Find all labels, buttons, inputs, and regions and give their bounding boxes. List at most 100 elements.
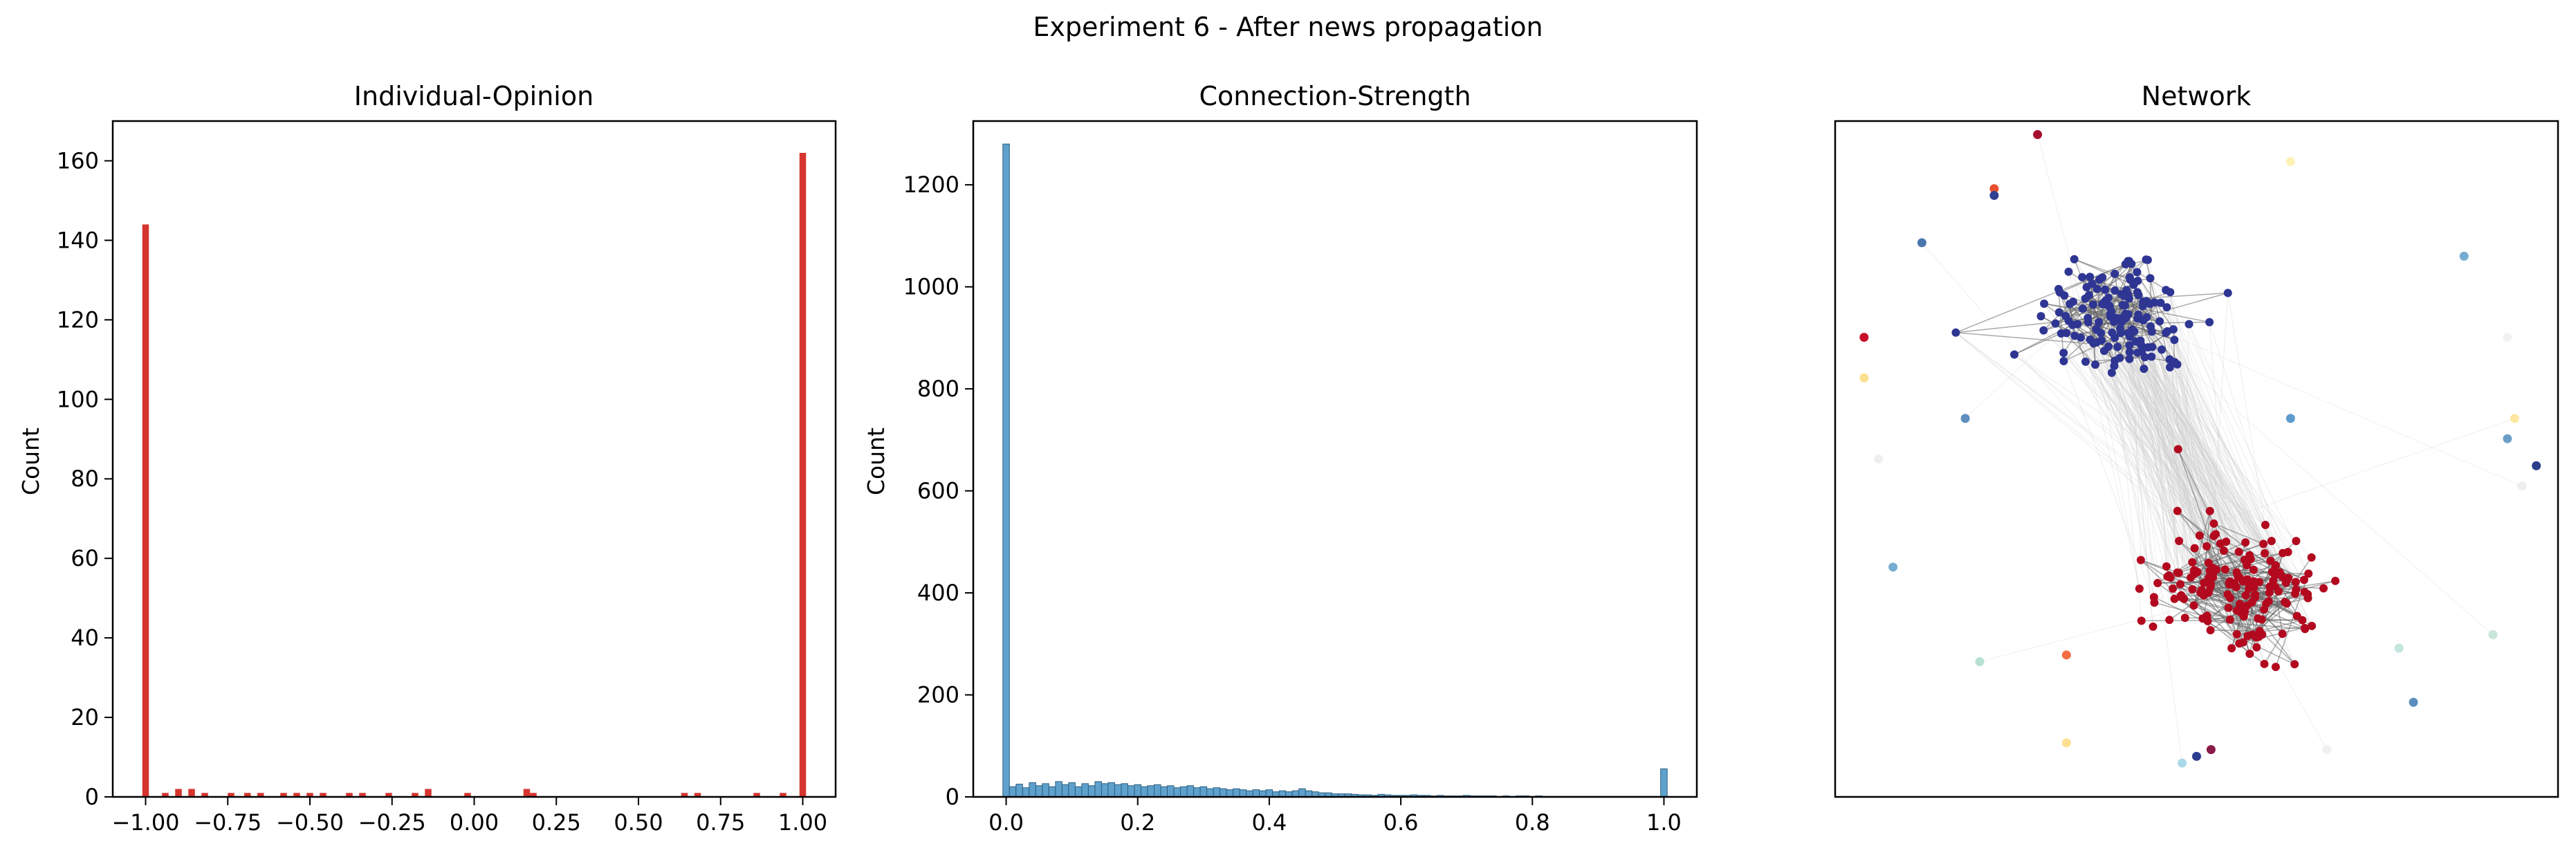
histogram-bar: [306, 793, 313, 797]
network-faint-edge: [2146, 317, 2175, 599]
network-node: [2147, 327, 2156, 336]
network-faint-edge: [2100, 333, 2279, 592]
network-node: [2092, 324, 2101, 333]
network-faint-edge: [2180, 324, 2190, 596]
network-faint-edge: [2160, 302, 2214, 574]
network-node: [2239, 612, 2248, 621]
network-faint-edge: [2128, 345, 2183, 764]
network-node: [2259, 540, 2268, 549]
network-node: [2174, 569, 2183, 578]
network-node: [2331, 576, 2340, 585]
network-faint-edge: [2117, 347, 2241, 606]
x-tick-label: 0.0: [988, 809, 1024, 836]
opinion-yticks: 0 20 40 60 80 100 120 140 160: [57, 147, 113, 810]
network-node: [1951, 328, 1960, 337]
network-node: [2010, 350, 2019, 359]
network-node: [2104, 293, 2113, 302]
network-node: [2078, 273, 2087, 282]
network-node: [2219, 546, 2228, 555]
network-node: [2110, 269, 2119, 278]
histogram-bar: [1167, 785, 1175, 798]
network-edge: [2206, 546, 2276, 566]
network-node: [2209, 573, 2218, 582]
network-faint-edge: [2037, 134, 2083, 309]
network-node: [2266, 556, 2275, 565]
network-node: [2054, 308, 2063, 317]
network-node: [2196, 588, 2205, 597]
network-node: [2222, 537, 2231, 546]
network-faint-edge: [2147, 347, 2211, 511]
network-node: [2252, 633, 2261, 642]
histogram-bar: [1147, 785, 1155, 798]
histogram-bar: [799, 152, 807, 798]
network-node: [2281, 578, 2290, 587]
network-faint-edge: [2154, 302, 2240, 578]
network-edge: [2043, 317, 2088, 331]
network-node: [2240, 555, 2249, 564]
network-node: [2195, 531, 2204, 540]
network-edge: [2263, 633, 2283, 665]
histogram-bar: [1220, 788, 1227, 798]
histogram-bar: [1009, 786, 1017, 798]
network-edge: [2275, 564, 2305, 580]
network-isolated-node: [2459, 251, 2469, 261]
network-isolated-node: [2532, 461, 2541, 470]
histogram-bar: [753, 793, 760, 797]
network-node: [2125, 341, 2134, 350]
network-faint-edge: [2140, 344, 2171, 578]
network-faint-edge: [2225, 569, 2328, 750]
network-isolated-node: [2033, 130, 2043, 140]
network-node: [2059, 349, 2068, 358]
network-node: [2204, 588, 2213, 597]
network-node: [2064, 267, 2073, 276]
network-faint-edge: [2159, 321, 2180, 573]
network-node: [2091, 360, 2100, 369]
network-edge: [1956, 264, 2126, 333]
network-node: [2205, 506, 2214, 515]
network-edge: [2137, 318, 2171, 368]
network-faint-edge: [2114, 273, 2175, 599]
network-node: [2125, 332, 2134, 341]
y-tick-label: 20: [71, 704, 99, 730]
network-isolated-node: [2517, 481, 2527, 491]
network-node: [2234, 547, 2243, 556]
network-isolated-node: [1888, 562, 1898, 572]
network-node: [2086, 335, 2095, 344]
network-node: [2274, 587, 2283, 596]
network-node: [2189, 601, 2198, 610]
network-node: [2290, 660, 2299, 669]
network-isolated-node: [2488, 630, 2498, 640]
y-tick-label: 0: [85, 784, 99, 810]
opinion-histogram-title: Individual-Opinion: [354, 81, 594, 111]
network-node: [2307, 553, 2316, 562]
network-node: [2110, 286, 2119, 295]
network-node: [2234, 572, 2243, 581]
histogram-bar: [162, 793, 169, 797]
network-node: [2207, 580, 2216, 589]
network-faint-edge: [2074, 335, 2211, 631]
network-node: [2247, 598, 2256, 607]
network-faint-edge: [2095, 364, 2247, 566]
network-edge: [2098, 321, 2152, 333]
histogram-bar: [1660, 768, 1668, 798]
network-node: [2125, 354, 2134, 363]
network-node: [2104, 342, 2113, 351]
network-isolated-node: [1859, 333, 1869, 342]
histogram-bar: [1035, 785, 1043, 798]
network-faint-edge: [2129, 345, 2221, 544]
histogram-bar: [1186, 785, 1195, 798]
network-node: [2304, 569, 2313, 578]
network-node: [2225, 615, 2234, 624]
histogram-bar: [385, 793, 392, 797]
network-node: [2092, 284, 2101, 293]
network-faint-edge: [2097, 288, 2178, 511]
network-faint-edge: [2095, 364, 2178, 573]
network-node: [2110, 318, 2119, 327]
network-edge: [2043, 303, 2070, 331]
network-faint-edge: [2085, 361, 2211, 585]
histogram-bar: [523, 789, 531, 797]
network-node: [2162, 562, 2171, 571]
network-node: [2202, 542, 2211, 551]
network-faint-edge: [2129, 336, 2205, 596]
